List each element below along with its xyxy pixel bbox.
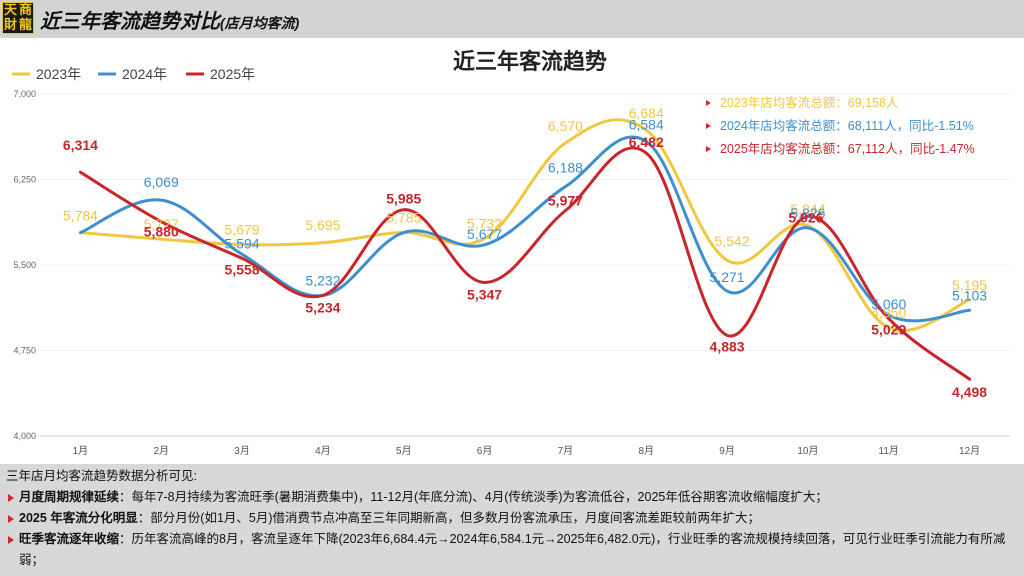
x-tick-label: 7月: [558, 445, 574, 457]
data-label-2023: 5,784: [63, 208, 98, 224]
data-label-2025: 5,880: [144, 224, 179, 240]
annotation-text-2023: 2023年店均客流总额：69,158人: [720, 95, 899, 110]
x-tick-label: 2月: [153, 445, 169, 457]
analysis-point: 月度周期规律延续：每年7-8月持续为客流旺季(暑期消费集中)，11-12月(年底…: [6, 487, 1018, 508]
data-label-2023: 5,542: [715, 233, 750, 249]
data-label-2023: 5,727: [144, 216, 179, 232]
analysis-point-text: ：历年客流高峰的8月，客流呈逐年下降(2023年6,684.4元→2024年6,…: [19, 532, 1006, 567]
x-tick-label: 4月: [315, 445, 331, 457]
series-line-2025: [78, 146, 972, 381]
annotation-text-2024: 2024年店均客流总额：68,111人，同比-1.51%: [720, 118, 974, 133]
y-tick-label: 6,250: [13, 175, 36, 185]
data-label-2025: 5,029: [871, 322, 906, 338]
analysis-point-text: ：部分月份(如1月、5月)借消费节点冲高至三年同期新高，但多数月份客流承压，月度…: [137, 511, 761, 525]
page-title: 近三年客流趋势对比(店月均客流): [40, 5, 299, 34]
x-tick-label: 6月: [477, 445, 493, 457]
x-tick-label: 11月: [879, 445, 899, 457]
x-tick-label: 8月: [638, 445, 654, 457]
y-tick-label: 7,000: [13, 89, 36, 99]
data-label-2024: 5,594: [225, 235, 260, 251]
data-label-2024: 6,584: [629, 116, 664, 132]
x-tick-label: 9月: [719, 445, 735, 457]
logo-char: 商: [18, 3, 32, 18]
data-label-2023: 5,844: [790, 201, 825, 217]
data-label-2024: 6,069: [144, 174, 179, 190]
data-label-2023: 5,695: [305, 217, 340, 233]
legend-label-2023: 2023年: [36, 66, 81, 82]
y-tick-label: 5,500: [13, 260, 36, 270]
annotation-bullet: [706, 123, 711, 129]
data-label-2024: 5,271: [710, 269, 745, 285]
data-label-2023: 5,732: [467, 216, 502, 232]
annotation-bullet: [706, 100, 711, 106]
analysis-point-text: ：每年7-8月持续为客流旺季(暑期消费集中)，11-12月(年底分流)、4月(传…: [119, 490, 828, 504]
x-tick-label: 3月: [234, 445, 250, 457]
data-label-2024: 6,188: [548, 160, 583, 176]
data-label-2023: 5,785: [386, 210, 421, 226]
data-label-2025: 4,498: [952, 384, 987, 400]
data-label-2024: 5,060: [871, 296, 906, 312]
data-label-2025: 5,977: [548, 193, 583, 209]
data-label-2025: 5,558: [225, 261, 260, 277]
data-label-2024: 5,103: [952, 287, 987, 303]
data-label-2023: 4,950: [871, 305, 906, 321]
data-label-2023: 6,570: [548, 118, 583, 134]
data-label-2024: 5,232: [305, 273, 340, 289]
x-tick-label: 10月: [797, 445, 818, 457]
chart-panel: 近三年客流趋势 4,000 4,750 5,500 6,250 7,000 1月 2月 3月 4…: [0, 38, 1024, 464]
data-label-2025: 5,234: [305, 299, 340, 315]
data-label-2023: 5,679: [225, 222, 260, 238]
data-label-2024: 5,677: [467, 226, 502, 242]
data-label-2025: 6,482: [629, 134, 664, 150]
analysis-point-title: 2025 年客流分化明显: [19, 511, 138, 525]
logo-char: 龍: [18, 18, 32, 33]
top-bar: 天 商 財 龍 近三年客流趋势对比(店月均客流): [0, 0, 1024, 38]
data-label-2024: 5,826: [790, 205, 825, 221]
analysis-section: 三年店月均客流趋势数据分析可见: 月度周期规律延续：每年7-8月持续为客流旺季(…: [0, 464, 1024, 576]
annotation-text-2025: 2025年店均客流总额：67,112人，同比-1.47%: [720, 141, 975, 156]
x-tick-label: 12月: [959, 445, 980, 457]
annotation-bullet: [706, 146, 711, 152]
y-tick-label: 4,000: [13, 431, 36, 441]
page-title-text: 近三年客流趋势对比: [40, 11, 220, 33]
data-label-2025: 6,314: [63, 137, 98, 153]
logo-char: 天: [3, 3, 17, 18]
data-label-2025: 4,883: [710, 338, 745, 354]
legend-label-2025: 2025年: [210, 66, 255, 82]
data-label-2023: 6,684: [629, 105, 664, 121]
data-label-2025: 5,347: [467, 286, 502, 302]
analysis-intro: 三年店月均客流趋势数据分析可见:: [6, 469, 197, 483]
analysis-point: 2025 年客流分化明显：部分月份(如1月、5月)借消费节点冲高至三年同期新高，…: [6, 508, 1018, 529]
analysis-point: 旺季客流逐年收缩：历年客流高峰的8月，客流呈逐年下降(2023年6,684.4元…: [6, 529, 1018, 571]
brand-logo: 天 商 財 龍: [2, 2, 34, 34]
legend-label-2024: 2024年: [122, 66, 167, 82]
data-label-2023: 5,195: [952, 277, 987, 293]
x-tick-label: 1月: [73, 445, 89, 457]
analysis-point-title: 月度周期规律延续: [19, 490, 120, 504]
y-tick-label: 4,750: [13, 346, 36, 356]
data-label-2025: 5,926: [788, 209, 823, 225]
logo-char: 財: [3, 18, 17, 33]
data-label-2025: 5,985: [386, 191, 421, 207]
chart-title: 近三年客流趋势: [453, 49, 607, 74]
page-subtitle: (店月均客流): [220, 15, 300, 31]
analysis-point-title: 旺季客流逐年收缩: [19, 532, 120, 546]
x-tick-label: 5月: [396, 445, 412, 457]
series-line-2024: [78, 135, 972, 323]
line-chart: 近三年客流趋势 4,000 4,750 5,500 6,250 7,000 1月 2月 3月 4…: [12, 49, 1010, 457]
